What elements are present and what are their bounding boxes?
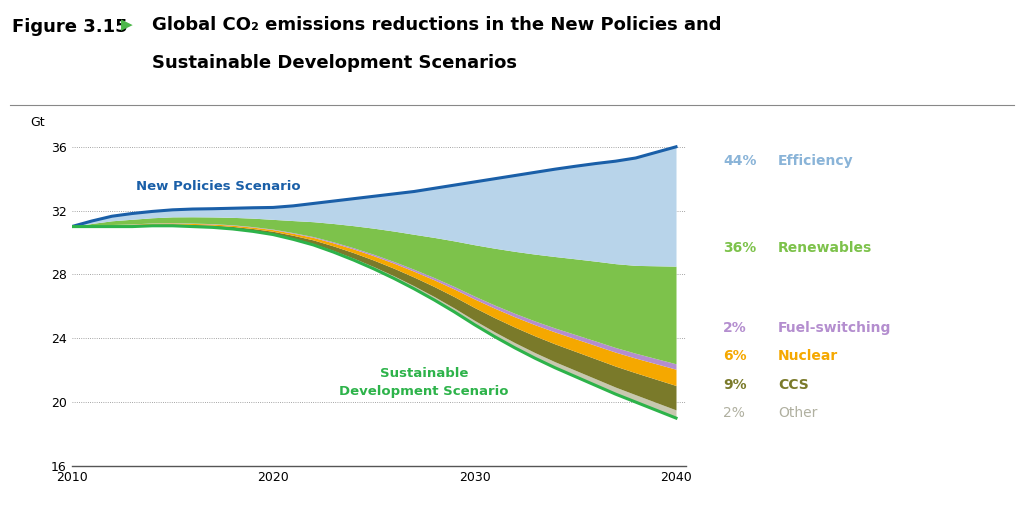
- Text: ▶: ▶: [121, 17, 132, 32]
- Text: 36%: 36%: [723, 241, 756, 255]
- Text: New Policies Scenario: New Policies Scenario: [136, 180, 301, 193]
- Text: Sustainable
Development Scenario: Sustainable Development Scenario: [339, 367, 509, 398]
- Text: Fuel-switching: Fuel-switching: [778, 321, 892, 335]
- Text: CCS: CCS: [778, 378, 809, 392]
- Text: 2%: 2%: [723, 321, 746, 335]
- Y-axis label: Gt: Gt: [31, 116, 45, 129]
- Text: Renewables: Renewables: [778, 241, 872, 255]
- Text: 9%: 9%: [723, 378, 746, 392]
- Text: 44%: 44%: [723, 154, 757, 168]
- Text: Nuclear: Nuclear: [778, 349, 839, 363]
- Text: Figure 3.15: Figure 3.15: [12, 18, 128, 36]
- Text: Other: Other: [778, 406, 817, 420]
- Text: 6%: 6%: [723, 349, 746, 363]
- Text: 2%: 2%: [723, 406, 744, 420]
- Text: Efficiency: Efficiency: [778, 154, 854, 168]
- Text: Sustainable Development Scenarios: Sustainable Development Scenarios: [152, 54, 516, 72]
- Text: Global CO₂ emissions reductions in the New Policies and: Global CO₂ emissions reductions in the N…: [152, 16, 721, 34]
